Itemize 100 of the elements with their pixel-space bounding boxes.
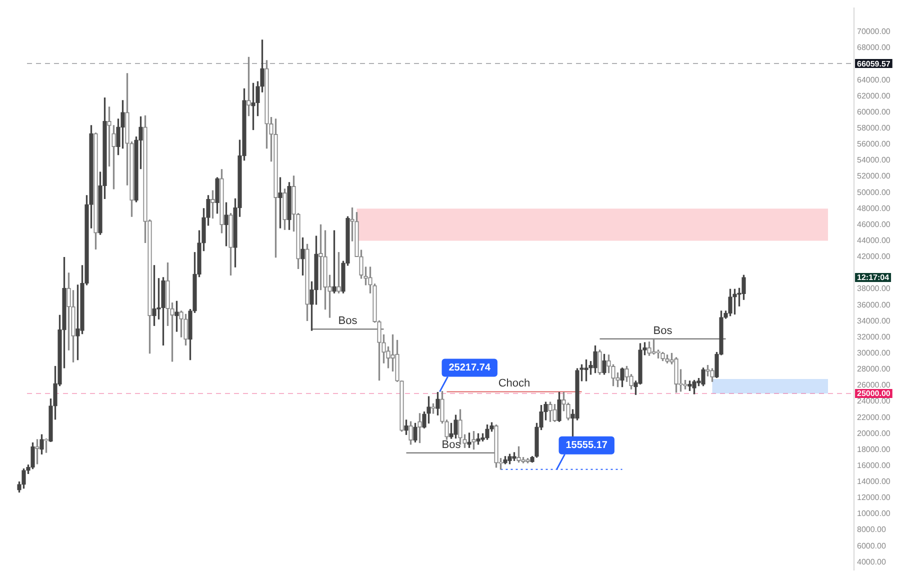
y-tick-label: 10000.00 bbox=[857, 509, 891, 518]
candlestick bbox=[152, 265, 156, 326]
candlestick bbox=[400, 380, 404, 432]
candlestick bbox=[516, 446, 521, 463]
candlestick bbox=[426, 396, 431, 424]
candlestick bbox=[454, 414, 458, 439]
candlestick bbox=[30, 442, 35, 470]
candlestick bbox=[382, 334, 386, 364]
y-tick-label: 30000.00 bbox=[857, 348, 891, 358]
candlestick bbox=[674, 357, 678, 393]
candlestick bbox=[350, 207, 354, 242]
candlestick bbox=[206, 195, 210, 226]
candlestick bbox=[611, 364, 616, 386]
candlestick bbox=[89, 125, 94, 228]
candlestick bbox=[368, 266, 372, 294]
candlestick bbox=[66, 272, 71, 350]
candlestick bbox=[125, 73, 130, 186]
candlestick bbox=[476, 433, 480, 445]
y-tick-label: 14000.00 bbox=[857, 477, 891, 486]
candlestick bbox=[179, 310, 184, 338]
candlestick bbox=[692, 380, 696, 394]
candlestick bbox=[647, 342, 652, 356]
y-tick-label: 38000.00 bbox=[857, 284, 891, 294]
candlestick bbox=[413, 422, 418, 442]
y-tick-label: 16000.00 bbox=[857, 460, 891, 470]
candlestick bbox=[44, 438, 48, 453]
y-tick-label: 34000.00 bbox=[857, 316, 891, 326]
candlestick bbox=[107, 106, 112, 166]
candlestick bbox=[336, 252, 341, 294]
y-tick-label: 50000.00 bbox=[857, 188, 891, 197]
candlestick bbox=[530, 456, 534, 463]
candlestick bbox=[598, 350, 602, 375]
candlestick bbox=[408, 421, 413, 445]
y-tick-label: 54000.00 bbox=[857, 156, 891, 165]
y-tick-label: 62000.00 bbox=[857, 91, 891, 100]
candlestick bbox=[287, 182, 292, 230]
candlestick bbox=[120, 100, 125, 149]
y-tick-label: 46000.00 bbox=[857, 220, 891, 229]
candlestick bbox=[620, 368, 624, 388]
candlestick bbox=[22, 468, 26, 489]
candlestick bbox=[260, 40, 264, 92]
ref-line-label: 66059.57 bbox=[857, 59, 891, 68]
candlestick bbox=[17, 481, 22, 493]
candlestick bbox=[732, 288, 737, 315]
candlestick bbox=[548, 402, 552, 422]
y-tick-label: 24000.00 bbox=[857, 396, 891, 406]
candlestick bbox=[472, 431, 476, 450]
candlestick bbox=[566, 402, 570, 420]
text: 12:17:04 bbox=[857, 273, 890, 282]
series-label: Bos bbox=[338, 315, 358, 328]
candlestick bbox=[332, 230, 336, 294]
candlestick bbox=[246, 56, 251, 116]
candlestick bbox=[683, 380, 688, 390]
y-tick-label: 58000.00 bbox=[857, 124, 891, 133]
y-tick-label: 48000.00 bbox=[857, 204, 891, 213]
candlestick bbox=[228, 213, 233, 276]
candlestick bbox=[256, 81, 260, 116]
candlestick bbox=[314, 236, 318, 305]
y-tick-label: 20000.00 bbox=[857, 428, 891, 438]
annotation: 15555.17 bbox=[566, 440, 608, 452]
candlestick bbox=[224, 202, 228, 246]
candlestick bbox=[701, 368, 706, 386]
candlestick bbox=[184, 314, 188, 346]
candlestick bbox=[300, 237, 305, 276]
candlestick bbox=[264, 60, 269, 149]
candlestick bbox=[494, 424, 498, 468]
candlestick bbox=[642, 342, 647, 356]
y-tick-label: 18000.00 bbox=[857, 444, 891, 454]
y-tick-label: 32000.00 bbox=[857, 332, 891, 342]
candlestick bbox=[490, 422, 494, 432]
candlestick bbox=[404, 420, 408, 435]
candlestick bbox=[552, 404, 557, 422]
candlestick bbox=[742, 274, 746, 300]
candlestick bbox=[422, 412, 426, 428]
candlestick bbox=[251, 82, 256, 130]
candlestick bbox=[188, 309, 192, 360]
candlestick bbox=[436, 392, 440, 416]
candlestick bbox=[215, 177, 220, 214]
series-label: Choch bbox=[498, 378, 530, 390]
candlestick bbox=[174, 300, 179, 332]
y-tick-label: 22000.00 bbox=[857, 412, 891, 422]
candlestick bbox=[112, 125, 116, 190]
candlestick bbox=[652, 338, 656, 355]
candlestick bbox=[282, 188, 287, 230]
candlestick bbox=[305, 244, 310, 322]
candlestick bbox=[202, 208, 206, 252]
candlestick bbox=[161, 277, 166, 346]
y-tick-label: 36000.00 bbox=[857, 300, 891, 310]
y-tick-label: 56000.00 bbox=[857, 140, 891, 149]
candlestick bbox=[220, 169, 224, 234]
y-tick-label: 60000.00 bbox=[857, 107, 891, 116]
candlestick bbox=[166, 262, 170, 326]
candlestick bbox=[40, 434, 44, 454]
candlestick bbox=[508, 454, 512, 464]
annotation: 25217.74 bbox=[448, 362, 491, 374]
ref-line-label: 25000.00 bbox=[857, 389, 891, 398]
candlestick bbox=[323, 230, 328, 310]
candlestick bbox=[130, 141, 134, 217]
candlestick bbox=[575, 368, 580, 420]
y-tick-label: 64000.00 bbox=[857, 75, 891, 84]
